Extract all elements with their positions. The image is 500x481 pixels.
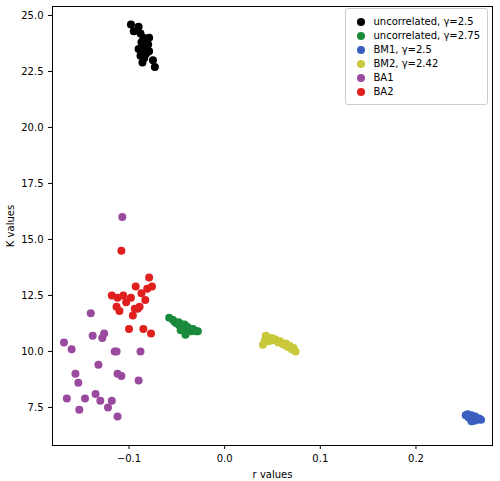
svg-text:−0.1: −0.1 [117,453,141,464]
svg-text:10.0: 10.0 [21,346,43,357]
svg-text:17.5: 17.5 [21,178,43,189]
html-text:uncorrelated, γ=2.75: uncorrelated, γ=2.75 [373,30,480,41]
svg-text:0.0: 0.0 [217,453,233,464]
svg-text:12.5: 12.5 [21,290,43,301]
svg-text:7.5: 7.5 [28,402,44,413]
svg-text:K values: K values [5,205,16,247]
html-text:BM2, γ=2.42: BM2, γ=2.42 [373,58,439,69]
svg-text:r values: r values [253,469,293,480]
svg-text:15.0: 15.0 [21,234,43,245]
svg-text:0.2: 0.2 [408,453,424,464]
html-text:uncorrelated, γ=2.5: uncorrelated, γ=2.5 [373,16,474,27]
svg-text:22.5: 22.5 [21,66,43,77]
html-text:BM1, γ=2.5: BM1, γ=2.5 [373,44,432,55]
svg-text:0.1: 0.1 [312,453,328,464]
svg-text:25.0: 25.0 [21,10,43,21]
html-text:BA1: BA1 [373,72,394,83]
html-text:BA2: BA2 [373,86,394,97]
svg-text:20.0: 20.0 [21,122,43,133]
